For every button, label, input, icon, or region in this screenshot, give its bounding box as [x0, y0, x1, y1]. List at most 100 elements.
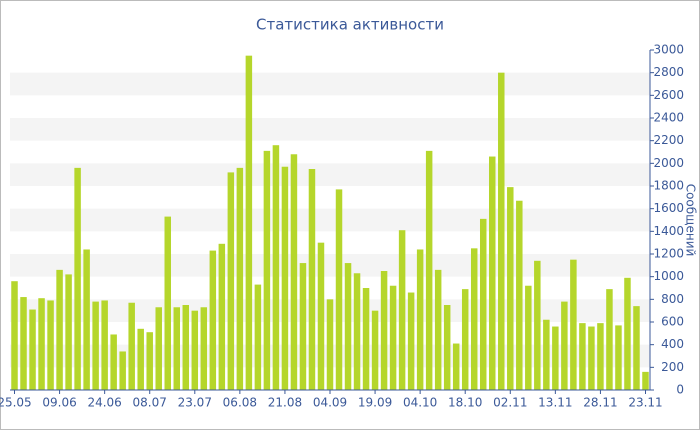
- bar: [534, 260, 541, 390]
- x-tick-label: 09.06: [42, 396, 76, 410]
- y-tick-label: 0: [676, 383, 684, 397]
- bar: [570, 259, 577, 390]
- bar: [362, 288, 370, 390]
- x-tick-label: 06.08: [223, 396, 257, 410]
- bar: [47, 300, 54, 390]
- bar: [92, 301, 99, 390]
- bar: [119, 351, 126, 390]
- y-tick-label: 2600: [653, 88, 684, 102]
- bar: [434, 269, 442, 390]
- bar: [200, 307, 208, 390]
- bar: [597, 323, 604, 390]
- bar: [137, 328, 144, 390]
- bar: [182, 305, 190, 390]
- bar: [489, 156, 496, 390]
- x-tick-label: 08.07: [133, 396, 167, 410]
- bar: [516, 200, 523, 390]
- bar: [245, 55, 253, 391]
- bar: [128, 302, 135, 390]
- bar: [326, 299, 334, 390]
- bar: [56, 269, 63, 390]
- x-tick-label: 28.11: [583, 396, 617, 410]
- bar: [615, 325, 622, 390]
- bar: [236, 167, 244, 390]
- bar: [498, 72, 505, 391]
- bar: [389, 285, 397, 390]
- bar: [191, 310, 199, 390]
- grid-band: [10, 208, 650, 232]
- y-tick-label: 400: [661, 337, 684, 351]
- x-tick-label: 19.09: [358, 396, 392, 410]
- grid-band: [10, 72, 650, 96]
- bar: [633, 306, 640, 390]
- bar: [606, 289, 613, 390]
- y-tick-label: 2800: [653, 65, 684, 79]
- bar: [353, 273, 361, 390]
- bar: [299, 263, 307, 390]
- x-tick-label: 21.08: [268, 396, 302, 410]
- bar: [38, 298, 45, 390]
- bar: [263, 150, 271, 390]
- bar: [173, 307, 181, 390]
- bar: [83, 249, 90, 390]
- bar: [470, 248, 478, 390]
- bar: [452, 343, 460, 390]
- bar: [461, 289, 469, 390]
- bar: [65, 274, 72, 390]
- bar: [642, 371, 649, 390]
- bar: [218, 243, 226, 390]
- bar: [146, 332, 153, 390]
- bar: [11, 281, 18, 390]
- bar: [290, 154, 298, 390]
- y-tick-label: 1400: [653, 224, 684, 238]
- bar: [254, 284, 262, 390]
- chart-title: Статистика активности: [256, 16, 444, 34]
- bar: [371, 310, 379, 390]
- x-tick-label: 04.10: [403, 396, 437, 410]
- y-tick-label: 1000: [653, 269, 684, 283]
- bar: [624, 277, 631, 390]
- x-tick-label: 24.06: [87, 396, 121, 410]
- y-tick-label: 600: [661, 315, 684, 329]
- bar: [227, 172, 235, 390]
- bar: [317, 242, 325, 390]
- bar: [209, 250, 217, 390]
- bar: [507, 187, 514, 390]
- bar: [101, 300, 108, 390]
- bar: [74, 167, 81, 390]
- bar: [579, 323, 586, 390]
- x-tick-label: 23.07: [178, 396, 212, 410]
- bar: [588, 326, 595, 390]
- bar: [479, 218, 487, 390]
- bar: [344, 263, 352, 390]
- bar: [335, 189, 343, 390]
- x-tick-label: 04.09: [313, 396, 347, 410]
- y-axis-title: Сообщений: [684, 184, 698, 257]
- bar: [425, 150, 433, 390]
- bar: [308, 169, 316, 390]
- y-tick-label: 2000: [653, 156, 684, 170]
- bar: [380, 271, 388, 390]
- y-tick-label: 1600: [653, 201, 684, 215]
- bar: [20, 297, 27, 390]
- x-tick-label: 18.10: [448, 396, 482, 410]
- bar: [407, 292, 415, 390]
- bar: [164, 216, 171, 390]
- y-tick-label: 3000: [653, 43, 684, 57]
- y-tick-label: 1200: [653, 247, 684, 261]
- y-tick-label: 200: [661, 360, 684, 374]
- bar: [561, 301, 568, 390]
- grid-band: [10, 163, 650, 186]
- x-tick-label: 02.11: [493, 396, 527, 410]
- bar: [398, 230, 406, 390]
- grid-band: [10, 254, 650, 277]
- bar: [552, 326, 559, 390]
- bar: [416, 249, 424, 390]
- bar: [443, 305, 451, 390]
- y-tick-label: 800: [661, 292, 684, 306]
- bar: [281, 166, 289, 390]
- bar: [29, 309, 36, 390]
- y-tick-label: 2200: [653, 133, 684, 147]
- bar: [525, 285, 532, 390]
